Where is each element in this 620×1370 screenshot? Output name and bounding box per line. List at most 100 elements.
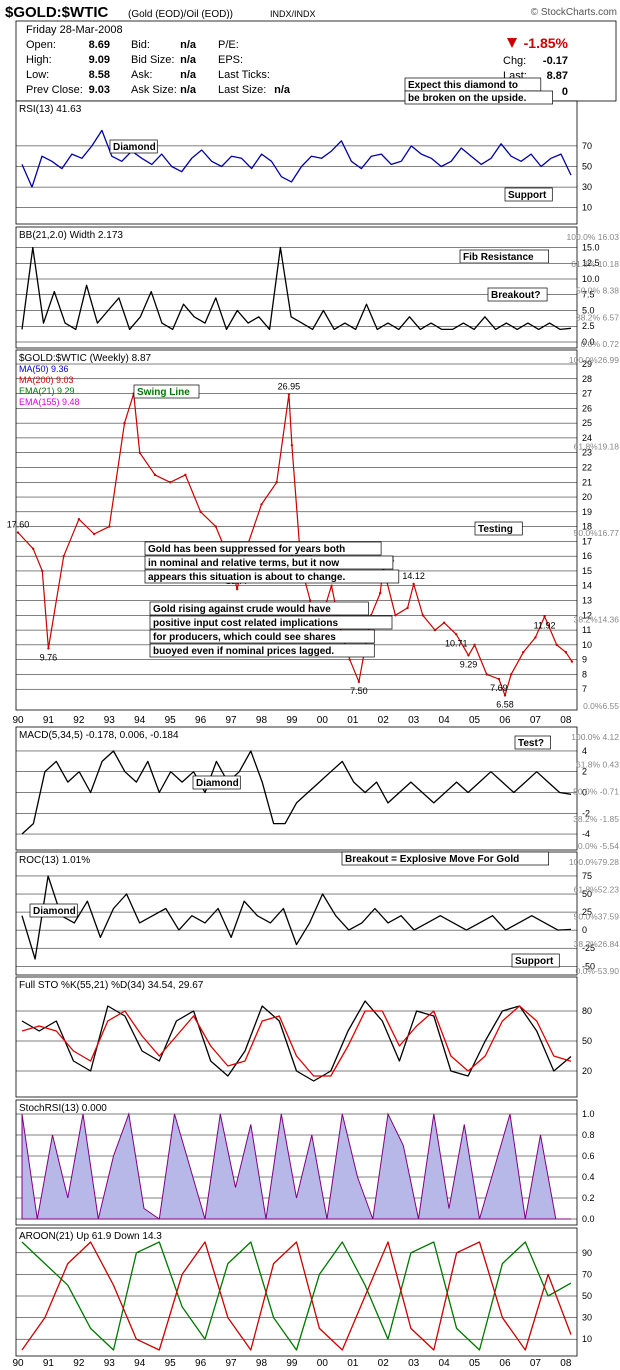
y-tick-label: 50: [582, 1036, 592, 1046]
symbol: $GOLD:$WTIC: [5, 4, 108, 21]
y-tick-label: 23: [582, 448, 592, 458]
y-tick-label: 50: [582, 1291, 592, 1301]
price-point: [433, 628, 437, 632]
price-point: [330, 584, 333, 587]
price-point: [522, 651, 525, 654]
fib-label: 61.8%19.18: [574, 442, 620, 452]
annotation-text: in nominal and relative terms, but it no…: [148, 558, 339, 569]
x-tick-label: 99: [286, 715, 298, 726]
series-line: [21, 1000, 572, 1082]
y-tick-label: 15: [582, 566, 592, 576]
price-point: [473, 643, 476, 647]
x-tick-label: 98: [256, 1358, 268, 1369]
point-label: 9.29: [460, 659, 478, 669]
panel-title: MACD(5,34,5) -0.178, 0.006, -0.184: [19, 730, 179, 741]
annotation-box: [504, 187, 553, 202]
annotation-text: Test?: [518, 738, 544, 749]
price-point: [77, 518, 81, 521]
y-tick-label: 27: [582, 389, 592, 399]
annotation-box: [192, 775, 241, 790]
y-tick-label: -2: [582, 808, 590, 818]
price-point: [47, 647, 50, 650]
panel-stochrsi: StochRSI(13) 0.000 1.0 0.8 0.6 0.4 0.2 0.0: [15, 1099, 595, 1226]
price-point: [92, 532, 96, 536]
price-point: [503, 694, 507, 697]
exchange: INDX/INDX: [270, 9, 316, 19]
panel-aroon: AROON(21) Up 61.9 Down 14.3 90 70 50 30 10: [15, 1227, 592, 1357]
fib-label: 0.0% 0.72: [581, 339, 620, 349]
field-label: Open:: [26, 39, 56, 51]
annotation-text: Swing Line: [137, 387, 190, 398]
field-label: Low:: [26, 69, 49, 81]
fib-label: 0.0%6.55: [583, 701, 619, 711]
field-value: 9.09: [89, 54, 110, 66]
annotation-text: be broken on the upside.: [408, 93, 527, 104]
y-tick-label: 70: [582, 1269, 592, 1279]
panel-frame: [15, 976, 578, 1098]
price-point: [32, 547, 35, 550]
fib-label: 0.0%-53.90: [576, 966, 620, 976]
fib-label: 38.2%14.36: [574, 615, 620, 625]
y-tick-label: 1.0: [582, 1109, 595, 1119]
x-tick-label: 92: [73, 1358, 85, 1369]
panel-sto: Full STO %K(55,21) %D(34) 34.54, 29.67 80…: [15, 976, 592, 1098]
y-tick-label: 20: [582, 492, 592, 502]
y-tick-label: 4: [582, 746, 587, 756]
price-point: [123, 421, 126, 425]
point-label: 11.92: [534, 620, 556, 630]
annotation-text: Gold rising against crude would have: [153, 604, 331, 615]
panel-frame: [15, 226, 578, 349]
annotation-text: Support: [515, 956, 554, 967]
point-label: 7.50: [350, 686, 368, 696]
x-tick-label: 93: [104, 715, 116, 726]
y-tick-label: 0.2: [582, 1193, 595, 1203]
point-label: 6.58: [496, 699, 514, 709]
series-line: [21, 1241, 572, 1351]
annotation-box: [149, 629, 375, 644]
y-tick-label: 12.5: [582, 258, 600, 268]
x-tick-label: 02: [378, 1358, 390, 1369]
price-point: [287, 393, 291, 396]
price-point: [406, 606, 409, 610]
x-tick-label: 04: [439, 1358, 451, 1369]
panel-title: ROC(13) 1.01%: [19, 855, 90, 866]
y-tick-label: 0.8: [582, 1130, 595, 1140]
fib-label: 38.2%26.84: [574, 939, 620, 949]
fib-label: 100.0% 16.03: [567, 232, 620, 242]
annotation-box: [474, 521, 523, 536]
y-tick-label: 14: [582, 581, 592, 591]
y-tick-label: 30: [582, 1313, 592, 1323]
panel-bb: BB(21,2.0) Width 2.173 15.0 12.5 10.0 7.5 5.0…: [15, 226, 620, 349]
price-point: [235, 587, 239, 591]
x-tick-label: 92: [73, 715, 85, 726]
price-point: [62, 554, 65, 558]
y-tick-label: 10: [582, 640, 592, 650]
field-value: 8.58: [89, 69, 110, 81]
fib-label: 50.0% 8.38: [576, 286, 619, 296]
y-tick-label: 11: [582, 625, 591, 635]
y-tick-label: 12: [582, 610, 592, 620]
y-tick-label: -4: [582, 829, 590, 839]
annotation-text: Diamond: [113, 142, 156, 153]
panel-price: $GOLD:$WTIC (Weekly) 8.87 29 28 27 26 25 24 23 2…: [7, 349, 620, 726]
x-tick-label: 00: [317, 715, 329, 726]
x-tick-label: 02: [378, 715, 390, 726]
field-value: n/a: [180, 84, 197, 96]
last-value: 8.87: [547, 70, 568, 82]
y-tick-label: 90: [582, 1248, 592, 1258]
y-tick-label: 0: [582, 925, 587, 935]
annotation-box: [149, 643, 375, 658]
y-tick-label: 2.5: [582, 321, 595, 331]
series-line: [21, 1241, 572, 1351]
field-label: EPS:: [218, 54, 243, 66]
x-tick-label: 95: [165, 1358, 177, 1369]
y-tick-label: 24: [582, 433, 592, 443]
x-tick-label: 05: [469, 715, 481, 726]
price-point: [290, 444, 294, 447]
annotation-box: [144, 541, 382, 556]
series-line: [21, 129, 572, 188]
fib-label: 61.8%52.23: [574, 884, 620, 894]
price-point: [168, 481, 172, 484]
y-tick-label: 0.4: [582, 1172, 595, 1182]
x-tick-label: 97: [225, 715, 237, 726]
